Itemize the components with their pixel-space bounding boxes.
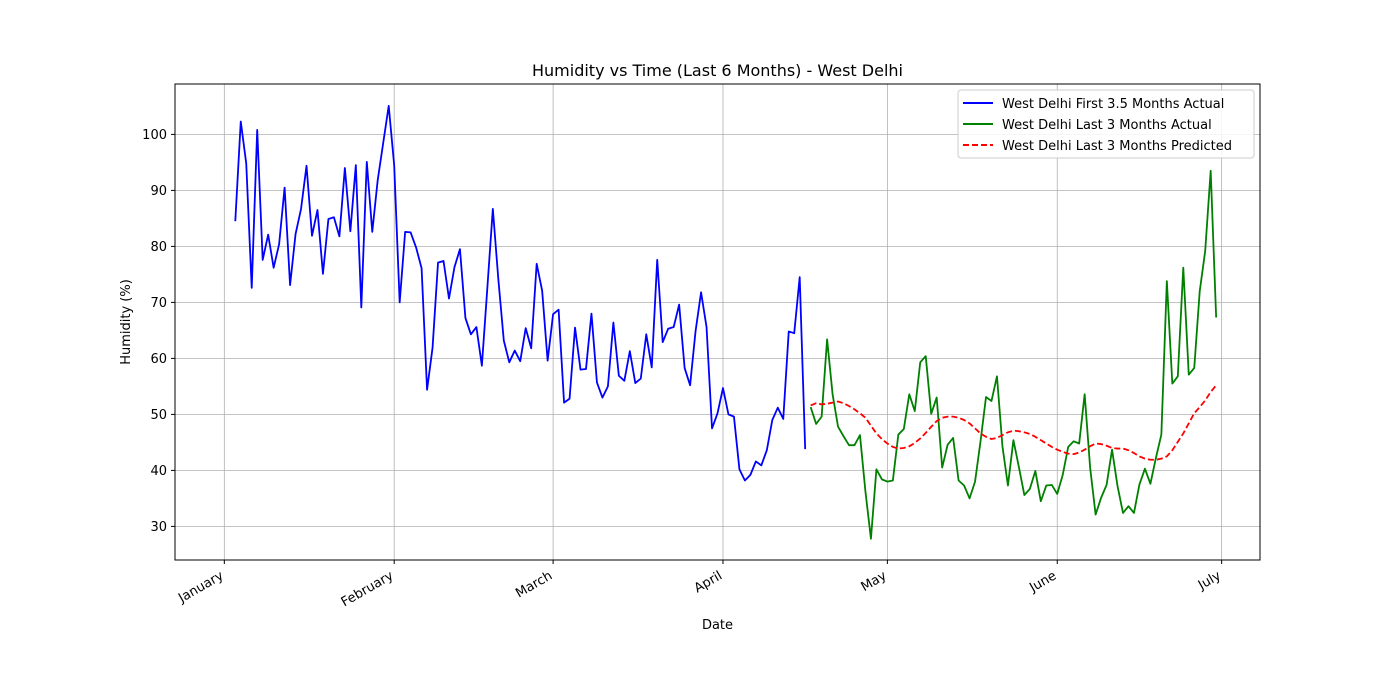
x-axis-label: Date	[702, 618, 733, 633]
legend: West Delhi First 3.5 Months Actual West …	[957, 89, 1255, 159]
y-tick-label: 100	[142, 128, 167, 143]
y-axis: 30 40 50 60 70 80 90 100	[142, 128, 175, 535]
series-line-0	[234, 104, 807, 482]
legend-entry-predicted: West Delhi Last 3 Months Predicted	[1002, 139, 1232, 154]
legend-entry-last: West Delhi Last 3 Months Actual	[1002, 118, 1212, 133]
y-tick-label: 60	[150, 352, 167, 367]
legend-entry-first: West Delhi First 3.5 Months Actual	[1002, 97, 1224, 112]
y-tick-label: 70	[150, 296, 167, 311]
y-tick-label: 90	[150, 184, 167, 199]
series-lines	[234, 104, 1218, 540]
series-line-1	[809, 169, 1218, 540]
y-tick-label: 40	[150, 464, 167, 479]
y-tick-label: 30	[150, 520, 167, 535]
series-line-2	[810, 384, 1217, 461]
legend-box	[957, 89, 1255, 159]
plot-area-frame	[174, 83, 1261, 561]
y-axis-label: Humidity (%)	[119, 279, 134, 365]
chart-title: Humidity vs Time (Last 6 Months) - West …	[532, 61, 903, 80]
y-tick-label: 50	[150, 408, 167, 423]
y-tick-label: 80	[150, 240, 167, 255]
